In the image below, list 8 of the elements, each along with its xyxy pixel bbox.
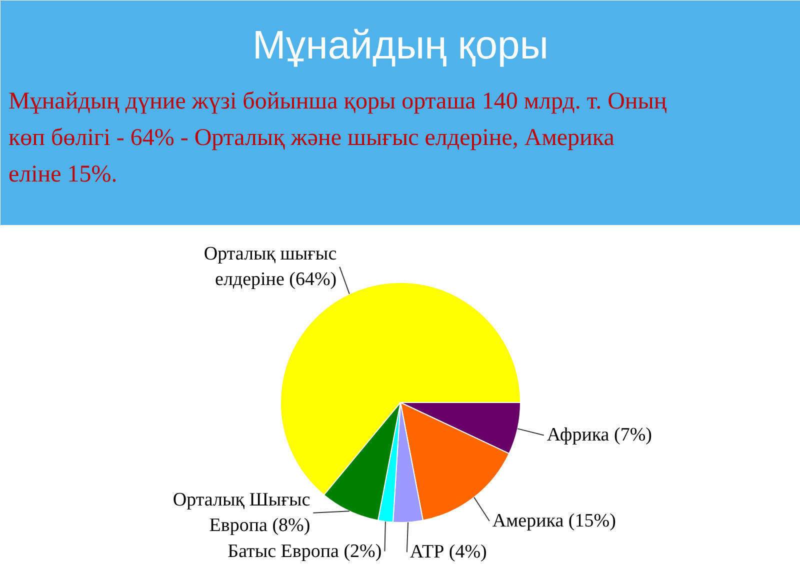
slice-label: АТР (4%) bbox=[410, 542, 487, 563]
slice-label: Орталық Шығыс Европа (8%) bbox=[172, 490, 310, 536]
slice-label: Батыс Европа (2%) bbox=[228, 540, 382, 562]
slice-label: Америка (15%) bbox=[492, 510, 616, 532]
chart-title: Мұнайдың қоры bbox=[252, 24, 549, 68]
slice-label: Африка (7%) bbox=[546, 424, 652, 446]
chart-subtitle: Мұнайдың дүние жүзі бойынша қоры орташа 140 млрд. т. Оның көп бөлігі - 64% - Орталық және шығыс елдеріне, Америка еліне 15%. bbox=[8, 88, 667, 188]
slice-label: Орталық шығыс елдеріне (64%) bbox=[204, 244, 337, 290]
